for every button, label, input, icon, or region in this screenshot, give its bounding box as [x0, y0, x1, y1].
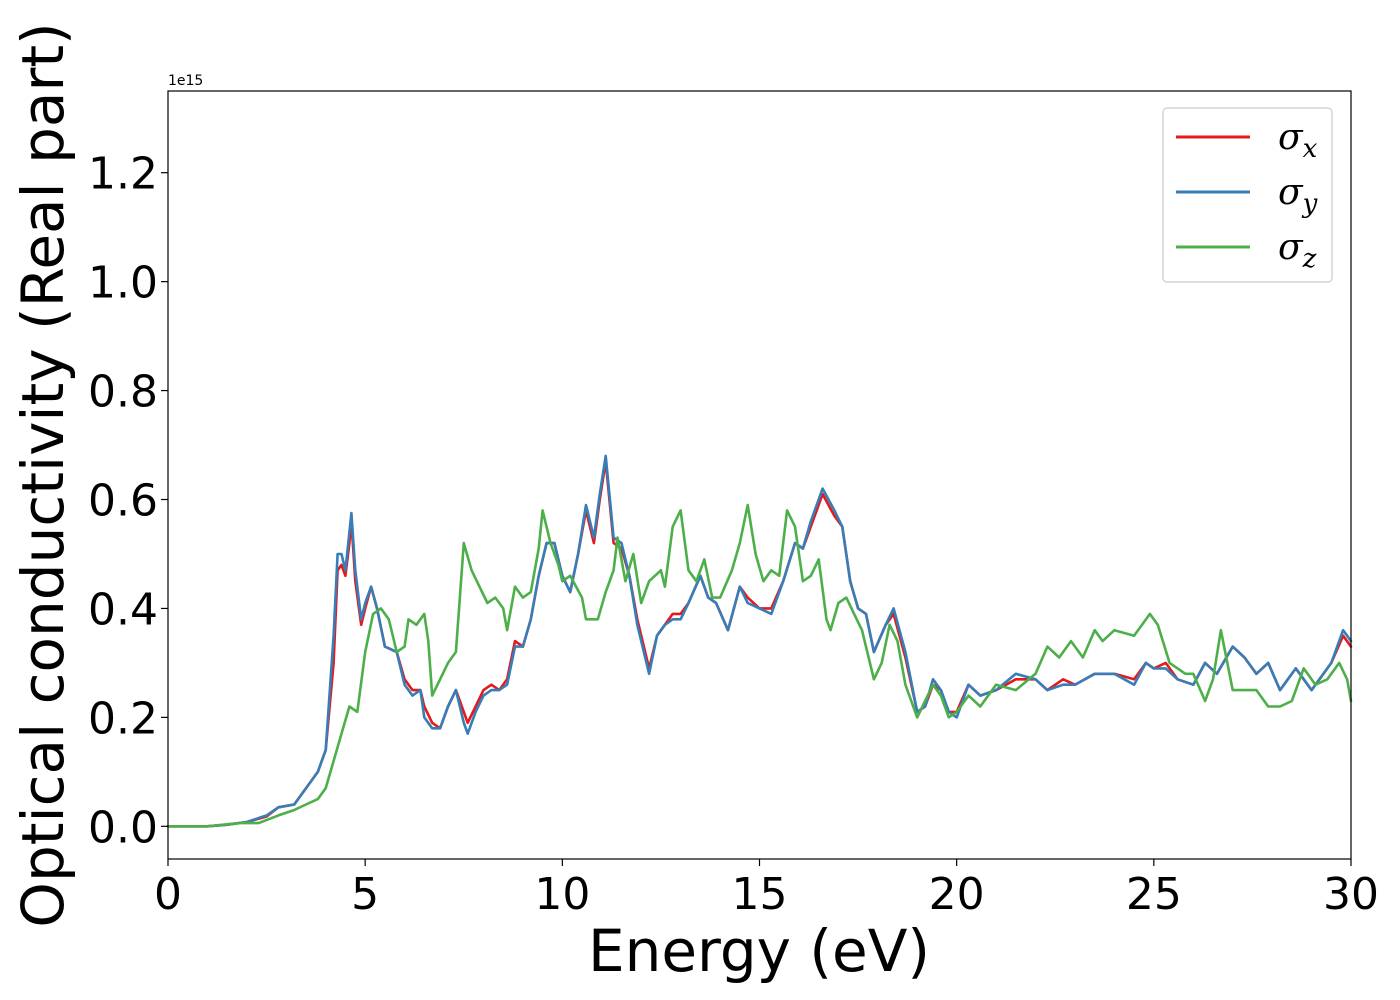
- x-axis: 0 5 10 15 20 25 30: [154, 859, 1379, 920]
- series-line-y: [166, 454, 1353, 828]
- y-tick-label: 1.2: [88, 149, 158, 200]
- y-tick-label: 0.6: [88, 476, 158, 527]
- series-line-z: [166, 503, 1353, 828]
- y-tick-label: 0.0: [88, 802, 158, 853]
- y-tick-label: 0.4: [88, 584, 158, 635]
- x-tick-label: 30: [1323, 869, 1379, 920]
- series-line-x: [166, 460, 1353, 828]
- x-tick-label: 25: [1126, 869, 1182, 920]
- x-tick-label: 15: [732, 869, 788, 920]
- plot-series-group: [166, 454, 1353, 828]
- x-tick-label: 5: [351, 869, 379, 920]
- y-axis: 0.0 0.2 0.4 0.6 0.8 1.0 1.2: [88, 149, 168, 853]
- x-tick-label: 10: [534, 869, 590, 920]
- y-tick-label: 0.8: [88, 367, 158, 418]
- x-tick-label: 0: [154, 869, 182, 920]
- legend-box: [1162, 107, 1333, 283]
- y-offset-label: 1e15: [168, 73, 203, 89]
- y-axis-title: Optical conductivity (Real part): [9, 22, 77, 927]
- x-tick-label: 20: [929, 869, 985, 920]
- x-axis-title: Energy (eV): [588, 917, 930, 985]
- y-tick-label: 0.2: [88, 693, 158, 744]
- y-tick-label: 1.0: [88, 258, 158, 309]
